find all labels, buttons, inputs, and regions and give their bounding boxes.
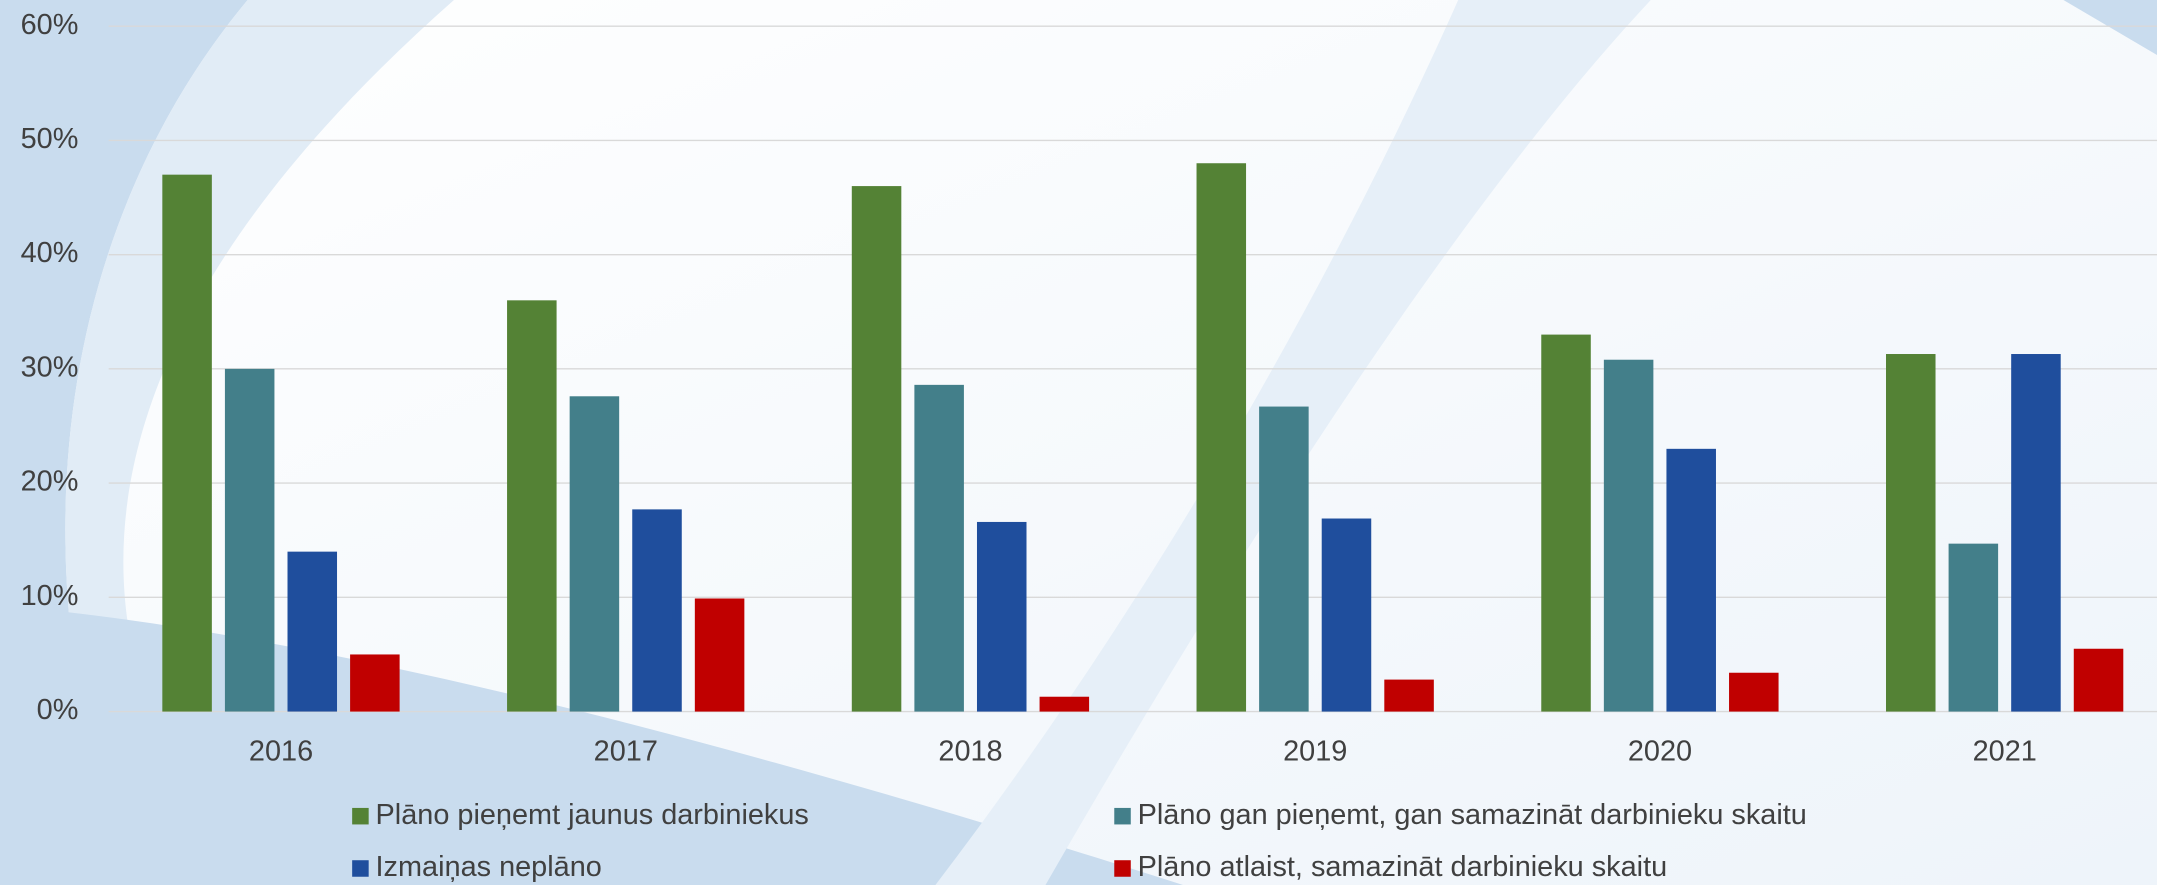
bar: [694, 598, 745, 712]
swoosh: [0, 0, 248, 716]
legend-label: Plāno atlaist, samazināt darbinieku skai…: [1138, 851, 1668, 883]
bar: [1948, 543, 1999, 712]
bar: [162, 174, 212, 712]
x-tick-label: 2017: [594, 735, 658, 767]
bar: [1321, 518, 1372, 712]
legend-swatch: [1114, 807, 1131, 825]
bar: [350, 654, 400, 712]
bar: [1541, 334, 1591, 712]
x-tick-label: 2019: [1283, 735, 1347, 767]
y-tick-label: 10%: [21, 580, 79, 612]
bar: [224, 368, 275, 712]
y-tick-label: 20%: [21, 466, 79, 498]
bar: [2011, 354, 2061, 712]
x-tick-label: 2020: [1628, 735, 1692, 767]
bar: [1196, 163, 1247, 712]
y-tick-label: 40%: [21, 237, 79, 269]
bar: [287, 551, 338, 712]
bar: [569, 396, 620, 712]
bar: [1603, 359, 1654, 712]
y-tick-label: 30%: [21, 351, 79, 383]
legend-label: Plāno pieņemt jaunus darbiniekus: [376, 799, 809, 831]
bar: [1666, 448, 1716, 712]
bar: [914, 384, 964, 712]
bar: [1259, 406, 1309, 712]
legend-label: Izmaiņas neplāno: [376, 851, 602, 883]
bar: [1729, 672, 1779, 712]
y-tick-label: 0%: [37, 694, 79, 726]
x-tick-label: 2016: [249, 735, 313, 767]
bar: [1039, 696, 1090, 712]
bar: [632, 509, 682, 712]
legend-label: Plāno gan pieņemt, gan samazināt darbini…: [1138, 799, 1807, 831]
bar: [1885, 354, 1936, 712]
bar: [976, 521, 1027, 712]
bar: [2073, 648, 2124, 712]
x-tick-label: 2021: [1973, 735, 2037, 767]
x-tick-label: 2018: [938, 735, 1002, 767]
legend-swatch: [1114, 860, 1131, 877]
legend-swatch: [352, 860, 369, 877]
bar: [1384, 679, 1434, 712]
y-tick-label: 60%: [21, 9, 79, 41]
legend-swatch: [352, 807, 369, 825]
y-tick-label: 50%: [21, 123, 79, 155]
bar: [851, 186, 902, 712]
bar: [507, 300, 557, 712]
